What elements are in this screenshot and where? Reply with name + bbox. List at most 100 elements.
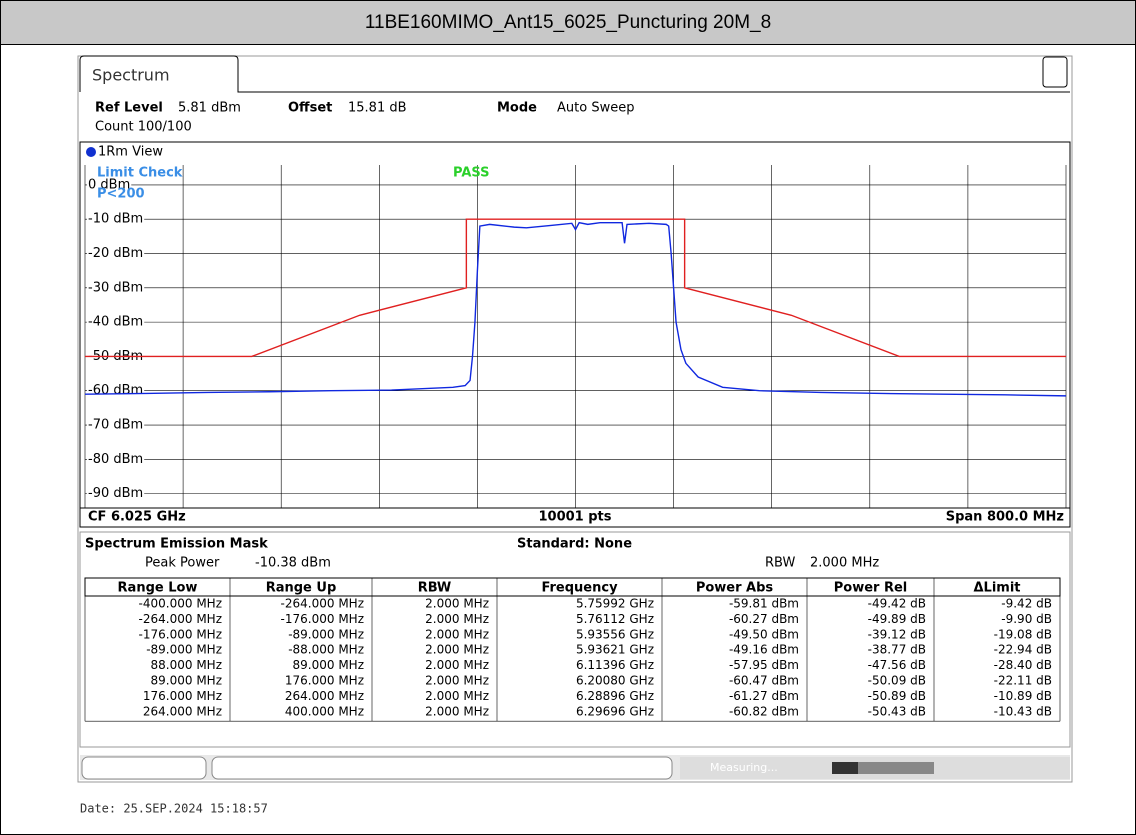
cell: 6.28896 GHz xyxy=(576,689,654,703)
cell: 2.000 MHz xyxy=(425,689,489,703)
column-header: Range Low xyxy=(118,581,198,596)
view-dot xyxy=(86,147,96,157)
title-bar xyxy=(0,0,1136,45)
cell: -22.11 dB xyxy=(994,674,1052,688)
column-header: ΔLimit xyxy=(973,581,1020,596)
label-bg xyxy=(87,451,145,467)
label-bg xyxy=(87,177,132,193)
status-box xyxy=(81,756,207,780)
cell: -49.50 dBm xyxy=(729,627,799,641)
status: Measuring... xyxy=(710,761,778,774)
y-tick-label: -30 dBm xyxy=(88,280,143,295)
label-bg xyxy=(87,246,145,262)
points: 10001 pts xyxy=(538,510,611,525)
cell: -176.000 MHz xyxy=(281,612,364,626)
cf: CF 6.025 GHz xyxy=(88,510,186,525)
y-tick-label: -10 dBm xyxy=(88,212,143,227)
cell: -60.82 dBm xyxy=(729,704,799,718)
cell: -39.12 dB xyxy=(868,627,926,641)
plot-frame xyxy=(79,141,1071,528)
status-box xyxy=(211,756,673,780)
trace xyxy=(84,221,1067,397)
tab-outline xyxy=(79,55,1070,93)
column-header: Frequency xyxy=(541,581,618,596)
label-bg xyxy=(87,486,145,502)
offset: 15.81 dB xyxy=(348,101,407,116)
cell: 176.000 MHz xyxy=(143,689,222,703)
cell: 88.000 MHz xyxy=(151,658,222,672)
cell: 5.93621 GHz xyxy=(576,643,654,657)
y-tick-label: 0 dBm xyxy=(88,177,130,192)
cell: 5.93556 GHz xyxy=(576,627,654,641)
cell: -264.000 MHz xyxy=(281,597,364,611)
cell: -176.000 MHz xyxy=(139,627,222,641)
rbw: 2.000 MHz xyxy=(810,556,879,571)
mode-label: Mode xyxy=(497,101,537,116)
cell: -400.000 MHz xyxy=(139,597,222,611)
cell: -50.89 dB xyxy=(868,689,926,703)
cell: -60.27 dBm xyxy=(729,612,799,626)
y-tick-label: -90 dBm xyxy=(88,486,143,501)
column-header: RBW xyxy=(418,581,452,596)
cell: 2.000 MHz xyxy=(425,627,489,641)
cell: 2.000 MHz xyxy=(425,674,489,688)
view-label: 1Rm View xyxy=(98,145,163,160)
y-tick-label: -80 dBm xyxy=(88,452,143,467)
cell: -9.90 dB xyxy=(1001,612,1052,626)
cell: -264.000 MHz xyxy=(139,612,222,626)
cell: -88.000 MHz xyxy=(288,643,364,657)
cell: 6.29696 GHz xyxy=(576,704,654,718)
cell: -50.43 dB xyxy=(868,704,926,718)
cell: -38.77 dB xyxy=(868,643,926,657)
cell: -47.56 dB xyxy=(868,658,926,672)
cell: 5.76112 GHz xyxy=(576,612,654,626)
y-tick-label: -70 dBm xyxy=(88,418,143,433)
label-bg xyxy=(87,314,145,330)
cell: 2.000 MHz xyxy=(425,643,489,657)
cell: 2.000 MHz xyxy=(425,612,489,626)
cell: 6.20080 GHz xyxy=(576,674,654,688)
cell: -9.42 dB xyxy=(1001,597,1052,611)
cell: -10.43 dB xyxy=(994,704,1052,718)
cell: 5.75992 GHz xyxy=(576,597,654,611)
mask-panel xyxy=(79,531,1071,748)
limit-result: PASS xyxy=(453,166,490,181)
cell: -61.27 dBm xyxy=(729,689,799,703)
mask-title: Spectrum Emission Mask xyxy=(85,537,268,552)
cell: -49.16 dBm xyxy=(729,643,799,657)
y-tick-label: -60 dBm xyxy=(88,383,143,398)
y-tick-label: -20 dBm xyxy=(88,246,143,261)
peak-power-label: Peak Power xyxy=(145,556,220,571)
peak-power: -10.38 dBm xyxy=(255,556,331,571)
cell: -19.08 dB xyxy=(994,627,1052,641)
cell: -60.47 dBm xyxy=(729,674,799,688)
column-header: Power Rel xyxy=(834,581,908,596)
limit-check: Limit Check xyxy=(97,166,183,181)
limit-name: P<200 xyxy=(97,187,145,202)
mask-table: Range Low Range Up RBW Frequency Power Abs Po… xyxy=(84,577,1061,722)
mode: Auto Sweep xyxy=(557,101,634,116)
cell: -49.89 dB xyxy=(868,612,926,626)
span: Span 800.0 MHz xyxy=(946,510,1064,525)
plot: 0 dBm-10 dBm-20 dBm-30 dBm-40 dBm-50 dBm… xyxy=(84,165,1067,508)
tab[interactable]: Spectrum xyxy=(92,66,170,85)
ref-level-label: Ref Level xyxy=(95,101,163,116)
cell: 2.000 MHz xyxy=(425,597,489,611)
cell: -50.09 dB xyxy=(868,674,926,688)
cell: -22.94 dB xyxy=(994,643,1052,657)
cell: -57.95 dBm xyxy=(729,658,799,672)
label-bg xyxy=(87,211,145,227)
rbw-label: RBW xyxy=(765,556,795,571)
offset-label: Offset xyxy=(288,101,332,116)
cell: 176.000 MHz xyxy=(285,674,364,688)
y-tick-label: -40 dBm xyxy=(88,315,143,330)
cell: 6.11396 GHz xyxy=(576,658,654,672)
title: 11BE160MIMO_Ant15_6025_Puncturing 20M_8 xyxy=(365,12,771,33)
cell: -28.40 dB xyxy=(994,658,1052,672)
menu-icon[interactable] xyxy=(1042,56,1068,88)
column-header: Range Up xyxy=(266,581,337,596)
cell: 89.000 MHz xyxy=(293,658,364,672)
count: Count 100/100 xyxy=(95,120,192,135)
cell: -49.42 dB xyxy=(868,597,926,611)
